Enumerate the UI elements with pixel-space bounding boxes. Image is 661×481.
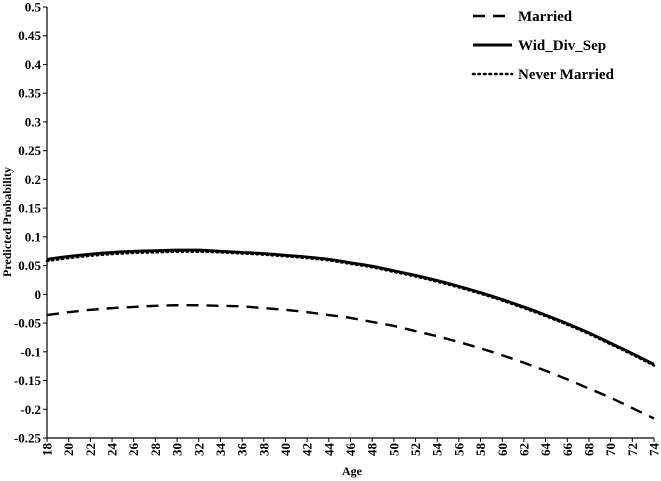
x-tick-label: 62	[516, 443, 531, 456]
x-tick-label: 26	[126, 443, 141, 457]
x-tick-label: 18	[40, 443, 55, 457]
y-tick-label: 0.1	[25, 229, 41, 244]
y-tick-label: -0.1	[20, 344, 41, 359]
legend-label: Married	[518, 9, 573, 25]
series-line-never-married	[45, 250, 656, 367]
x-tick-label: 30	[170, 443, 185, 456]
y-tick-label: 0.35	[18, 86, 41, 101]
x-tick-label: 74	[647, 443, 661, 457]
x-tick-labels: 18 20 22 24 26 28 30 32 34 36 38 40 42 44 46 48 50 52 54 56…	[40, 438, 661, 456]
x-tick-label: 70	[603, 443, 618, 456]
x-tick-label: 44	[321, 443, 336, 457]
x-tick-label: 42	[300, 443, 315, 456]
series-line-married	[46, 303, 655, 420]
y-tick-label: -0.15	[14, 373, 42, 388]
y-tick-label: 0.05	[18, 258, 41, 273]
x-tick-label: 52	[408, 443, 423, 456]
x-axis-label: Age	[342, 464, 363, 478]
x-tick-label: 48	[365, 443, 380, 457]
legend: Married Wid_Div_Sep Never Married	[471, 9, 615, 83]
x-tick-label: 24	[105, 443, 120, 457]
legend-label: Wid_Div_Sep	[518, 38, 606, 54]
x-tick-label: 60	[495, 443, 510, 456]
y-tick-label: 0.5	[25, 0, 42, 15]
x-tick-label: 46	[343, 443, 358, 457]
x-tick-label: 22	[83, 443, 98, 456]
x-tick-label: 40	[278, 443, 293, 456]
x-tick-label: 64	[538, 443, 553, 457]
x-tick-label: 50	[386, 443, 401, 456]
x-tick-label: 20	[61, 443, 76, 456]
x-tick-label: 38	[256, 443, 271, 457]
y-axis-label: Predicted Probability	[0, 167, 14, 277]
y-tick-label: 0.45	[18, 28, 41, 43]
x-tick-label: 72	[625, 443, 640, 456]
x-tick-label: 32	[191, 443, 206, 456]
y-tick-label: -0.05	[14, 316, 42, 331]
x-tick-label: 58	[473, 443, 488, 457]
x-tick-label: 56	[451, 443, 466, 457]
x-tick-label: 34	[213, 443, 228, 457]
y-tick-label: -0.2	[20, 402, 41, 417]
x-tick-label: 68	[581, 443, 596, 457]
y-tick-label: 0.2	[25, 172, 41, 187]
x-tick-label: 66	[560, 443, 575, 457]
y-tick-label: 0.15	[18, 201, 41, 216]
y-tick-labels: 0.5 0.45 0.4 0.35 0.3 0.25 0.2 0.15 0.1 0.05 0 -0.0…	[14, 0, 47, 446]
y-tick-label: 0.4	[25, 57, 42, 72]
x-tick-label: 28	[148, 443, 163, 457]
y-tick-label: 0	[35, 287, 42, 302]
series-line-wid-div-sep	[46, 248, 655, 366]
y-tick-label: 0.3	[25, 114, 42, 129]
y-tick-label: -0.25	[14, 431, 42, 446]
y-tick-label: 0.25	[18, 143, 41, 158]
x-tick-label: 54	[430, 443, 445, 457]
x-tick-label: 36	[235, 443, 250, 457]
legend-label: Never Married	[518, 67, 615, 83]
series-lines	[45, 248, 656, 420]
